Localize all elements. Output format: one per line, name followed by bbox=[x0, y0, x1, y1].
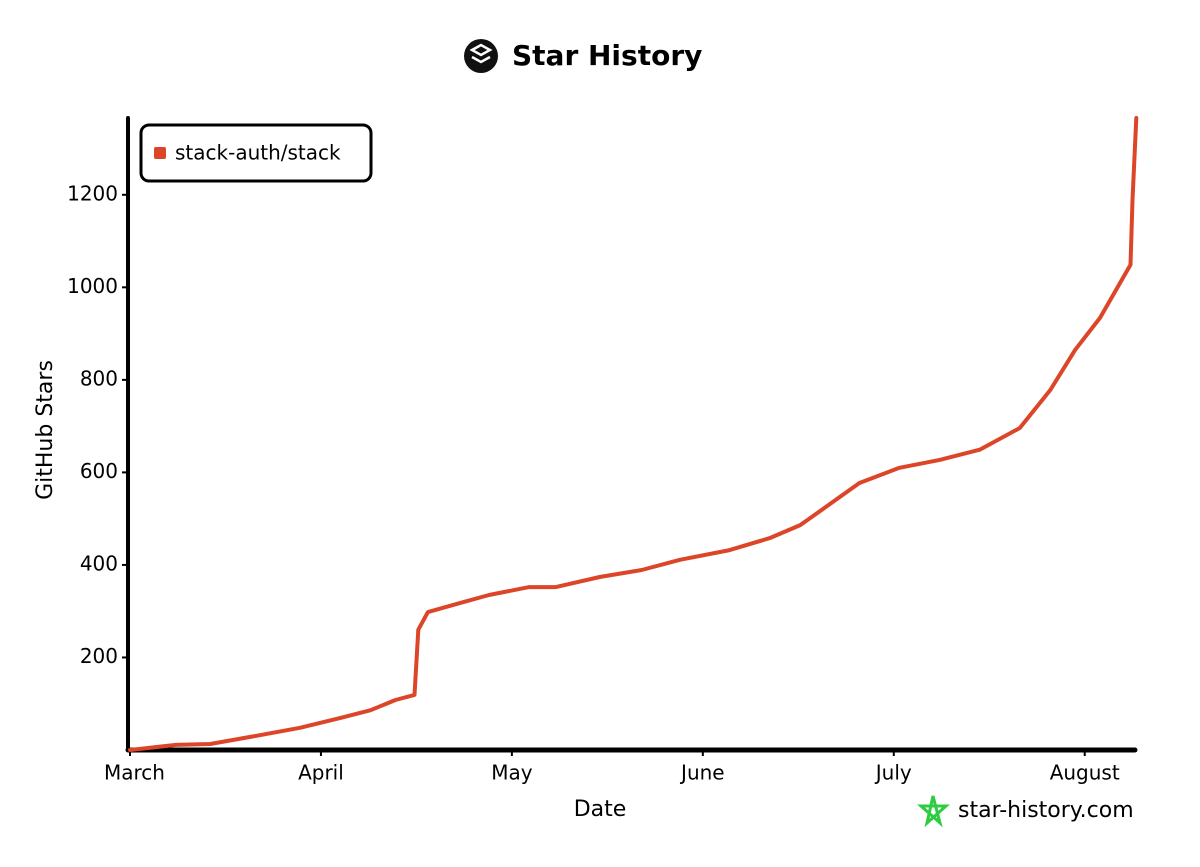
legend-box bbox=[139, 123, 373, 183]
x-tick-label: May bbox=[491, 761, 533, 785]
watermark-icon bbox=[917, 795, 950, 828]
title-icon-glyph bbox=[469, 43, 493, 64]
y-tick-label: 1200 bbox=[67, 181, 118, 205]
x-tick-label: March bbox=[104, 761, 165, 785]
watermark: star-history.com bbox=[958, 798, 1134, 823]
x-axis-label: Date bbox=[574, 797, 627, 822]
x-tick-label: April bbox=[298, 761, 344, 785]
chart-title: Star History bbox=[512, 39, 702, 72]
y-tick-label: 800 bbox=[80, 366, 118, 390]
y-tick-label: 400 bbox=[80, 551, 118, 575]
legend-swatch bbox=[154, 147, 166, 159]
legend-label: stack-auth/stack bbox=[175, 141, 341, 165]
x-tick-label: June bbox=[679, 761, 725, 785]
y-tick-label: 200 bbox=[80, 644, 118, 668]
x-tick-label: August bbox=[1050, 761, 1120, 785]
y-tick-label: 600 bbox=[80, 459, 118, 483]
y-tick-label: 1000 bbox=[67, 274, 118, 298]
y-axis-label: GitHub Stars bbox=[33, 360, 58, 500]
series-line bbox=[128, 116, 1139, 752]
x-tick-label: July bbox=[874, 761, 912, 785]
